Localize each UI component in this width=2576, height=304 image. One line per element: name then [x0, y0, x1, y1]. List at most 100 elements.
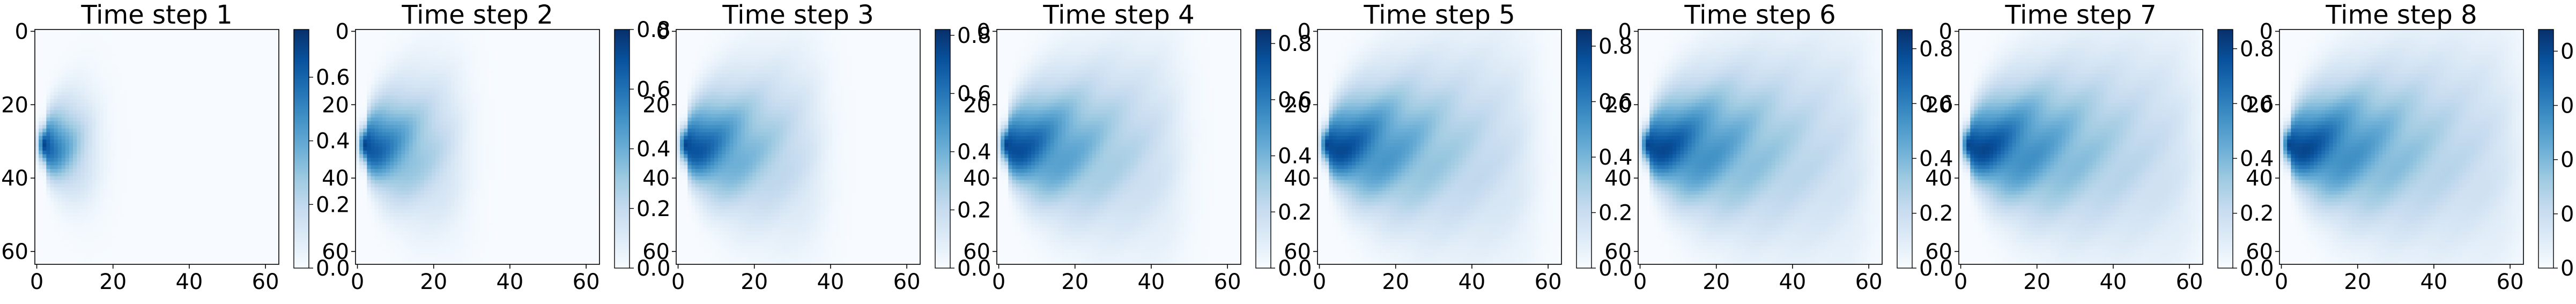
- heatmap-cell: [96, 48, 100, 51]
- heatmap-cell: [35, 63, 39, 66]
- heatmap-cell: [69, 66, 73, 70]
- heatmap-cell: [157, 88, 161, 92]
- heatmap-cell: [107, 92, 112, 95]
- heatmap-cell: [65, 44, 70, 48]
- heatmap-cell: [96, 55, 100, 59]
- heatmap-cell: [115, 51, 119, 55]
- heatmap-cell: [149, 37, 153, 41]
- heatmap-cell: [149, 81, 153, 85]
- heatmap-cell: [103, 59, 108, 63]
- heatmap-cell: [115, 95, 119, 99]
- heatmap-cell: [165, 85, 169, 88]
- heatmap-cell: [103, 44, 108, 48]
- heatmap-cell: [271, 85, 276, 88]
- heatmap-cell: [195, 37, 199, 41]
- heatmap-cell: [153, 63, 157, 66]
- heatmap-cell: [42, 59, 47, 63]
- heatmap-cell: [206, 77, 211, 81]
- heatmap-cell: [50, 63, 54, 66]
- heatmap-cell: [153, 59, 157, 63]
- heatmap-cell: [50, 95, 54, 99]
- heatmap-cell: [203, 81, 207, 85]
- heatmap-cell: [69, 59, 73, 63]
- heatmap-cell: [46, 51, 50, 55]
- heatmap-cell: [264, 88, 268, 92]
- heatmap-cell: [88, 48, 93, 51]
- heatmap-cell: [187, 66, 191, 70]
- heatmap-cell: [206, 51, 211, 55]
- heatmap-cell: [260, 37, 264, 41]
- heatmap-cell: [221, 85, 226, 88]
- heatmap-cell: [46, 41, 50, 45]
- heatmap-cell: [233, 55, 238, 59]
- heatmap-cell: [157, 70, 161, 73]
- heatmap-cell: [225, 70, 230, 73]
- heatmap-cell: [145, 85, 150, 88]
- heatmap-cell: [176, 41, 180, 45]
- heatmap-cell: [42, 29, 47, 33]
- heatmap-cell: [84, 48, 88, 51]
- heatmap-cell: [214, 63, 218, 66]
- heatmap-cell: [230, 59, 234, 63]
- heatmap-cell: [237, 77, 241, 81]
- heatmap-cell: [248, 77, 253, 81]
- heatmap-cell: [84, 33, 88, 37]
- heatmap-cell: [39, 66, 43, 70]
- heatmap-cell: [80, 70, 85, 73]
- heatmap-cell: [46, 55, 50, 59]
- heatmap-cell: [46, 92, 50, 95]
- heatmap-cell: [80, 51, 85, 55]
- heatmap-cell: [100, 77, 104, 81]
- heatmap-cell: [119, 48, 123, 51]
- heatmap-cell: [134, 44, 138, 48]
- heatmap-cell: [271, 44, 276, 48]
- heatmap-cell: [206, 59, 211, 63]
- heatmap-cell: [39, 92, 43, 95]
- heatmap-cell: [50, 37, 54, 41]
- heatmap-cell: [35, 41, 39, 45]
- heatmap-cell: [241, 33, 245, 37]
- heatmap-cell: [100, 73, 104, 77]
- heatmap-cell: [58, 63, 62, 66]
- heatmap-cell: [221, 77, 226, 81]
- heatmap-cell: [58, 55, 62, 59]
- heatmap-cell: [119, 77, 123, 81]
- heatmap-cell: [153, 51, 157, 55]
- heatmap-cell: [42, 92, 47, 95]
- heatmap-cell: [142, 85, 146, 88]
- heatmap-cell: [161, 48, 165, 51]
- heatmap-cell: [183, 88, 188, 92]
- heatmap-cell: [100, 66, 104, 70]
- heatmap-cell: [218, 63, 222, 66]
- heatmap-cell: [123, 33, 127, 37]
- heatmap-cell: [187, 73, 191, 77]
- heatmap-cell: [119, 66, 123, 70]
- heatmap-cell: [199, 77, 203, 81]
- heatmap-cell: [172, 77, 176, 81]
- panel-title: Time step 1: [80, 0, 232, 30]
- heatmap-cell: [206, 66, 211, 70]
- heatmap-cell: [252, 41, 256, 45]
- heatmap-cell: [46, 63, 50, 66]
- heatmap-cell: [245, 77, 249, 81]
- heatmap-cell: [142, 55, 146, 59]
- heatmap-cell: [115, 59, 119, 63]
- heatmap-cell: [214, 88, 218, 92]
- heatmap-cell: [233, 81, 238, 85]
- heatmap-cell: [210, 77, 214, 81]
- heatmap-cell: [161, 29, 165, 33]
- heatmap-cell: [103, 81, 108, 85]
- heatmap-cell: [84, 41, 88, 45]
- heatmap-cell: [241, 37, 245, 41]
- heatmap-cell: [69, 51, 73, 55]
- heatmap-cell: [168, 41, 173, 45]
- heatmap-cell: [142, 37, 146, 41]
- heatmap-cell: [214, 66, 218, 70]
- heatmap-cell: [88, 66, 93, 70]
- heatmap-cell: [127, 41, 131, 45]
- heatmap-cell: [134, 29, 138, 33]
- heatmap-cell: [203, 33, 207, 37]
- heatmap-cell: [111, 41, 115, 45]
- heatmap-cell: [165, 59, 169, 63]
- heatmap-cell: [191, 63, 195, 66]
